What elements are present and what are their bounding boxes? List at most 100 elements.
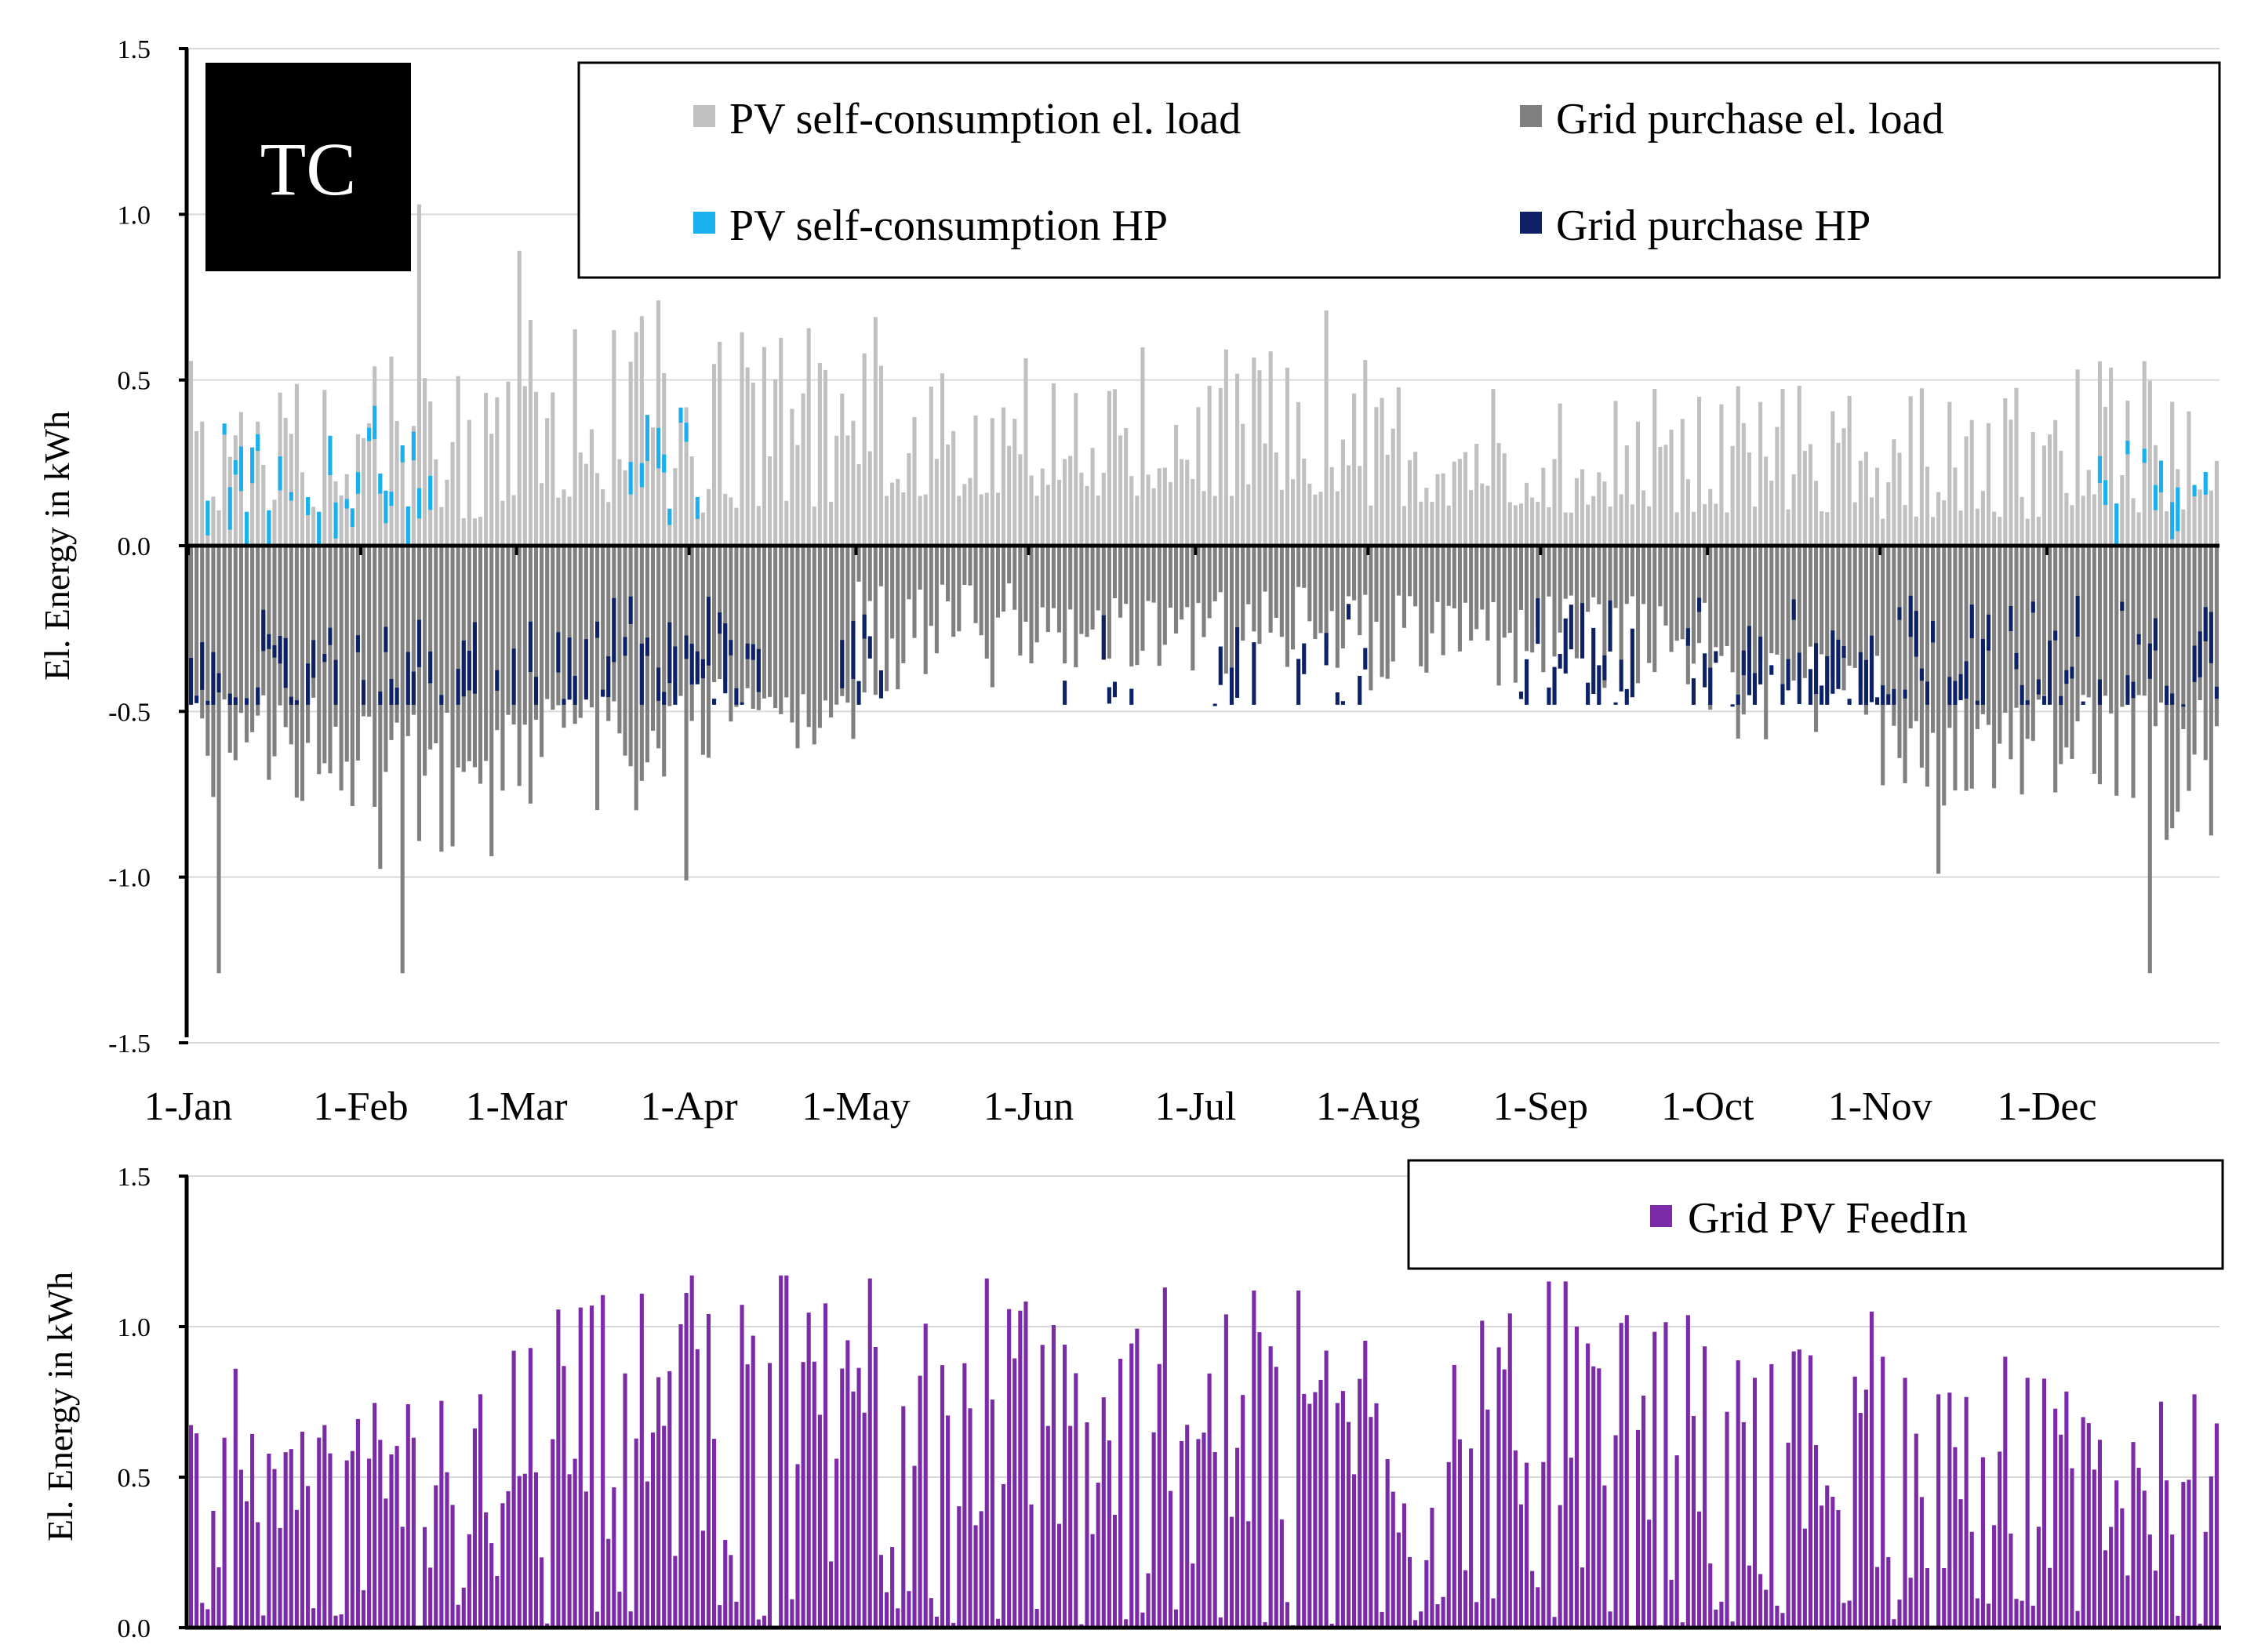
bar-grid-pv-feedin [762,1615,766,1628]
bar-pv-self-load [1463,452,1468,546]
bar-grid-hp [583,639,588,700]
bar-pv-self-load [940,373,945,546]
bar-grid-hp [2125,675,2130,705]
bar-grid-load [1457,546,1462,652]
bar-grid-pv-feedin [1574,1326,1579,1628]
bar-grid-load [907,546,911,600]
bar-pv-self-load [511,495,516,546]
bar-grid-pv-feedin [923,1323,928,1628]
bar-grid-load [1563,546,1568,599]
bar-pv-self-hp [2153,485,2158,510]
bar-grid-pv-feedin [639,1293,644,1628]
bar-grid-load [1223,546,1228,674]
bar-grid-hp [416,619,422,667]
bar-grid-pv-feedin [1252,1290,1256,1628]
bar-grid-load [1825,546,1830,692]
bar-pv-self-load [1191,478,1195,546]
bar-grid-load [723,546,728,681]
legend-swatch-pv-self-load [693,105,715,127]
bar-grid-pv-feedin [1340,1391,1345,1628]
bar-grid-load [1446,546,1451,606]
bar-pv-self-load [1641,490,1646,546]
bar-grid-pv-feedin [589,1305,594,1628]
bar-pv-self-load [1942,500,1947,546]
bar-pv-self-load [1547,506,1551,546]
bar-grid-pv-feedin [456,1604,460,1628]
bar-grid-load [1202,546,1206,637]
bar-grid-load [456,546,460,768]
bar-grid-load [506,546,511,715]
bar-grid-load [773,546,778,709]
bar-grid-load [578,546,583,718]
bar-pv-self-load [456,376,460,546]
bar-pv-self-load [612,330,616,546]
top-x-tick-label: 1-Nov [1828,1084,1932,1129]
top-x-tick-label: 1-Apr [641,1084,738,1129]
bar-grid-pv-feedin [1820,1505,1824,1628]
bar-pv-self-load [1168,481,1172,546]
bar-pv-self-load [394,420,399,546]
bar-grid-pv-feedin [867,1278,872,1628]
bar-grid-pv-feedin [1613,1435,1618,1628]
bar-grid-pv-feedin [1663,1322,1668,1628]
bar-grid-pv-feedin [1608,1611,1612,1628]
bar-grid-pv-feedin [1863,1389,1868,1628]
bar-grid-load [333,546,338,727]
bar-pv-self-load [1496,443,1501,546]
bottom-y-tick-label: 0.0 [118,1614,151,1643]
bar-grid-hp [1969,605,1974,638]
bar-pv-self-load [1257,370,1262,546]
bar-pv-self-load [1730,445,1735,546]
bar-grid-pv-feedin [1407,1556,1412,1628]
bar-pv-self-load [1786,509,1790,546]
bar-grid-pv-feedin [606,1538,611,1628]
bar-grid-hp [700,659,705,679]
bar-grid-hp [2165,685,2169,705]
bar-grid-pv-feedin [1001,1483,1006,1628]
bar-grid-load [795,546,800,749]
bar-grid-load [1663,546,1668,626]
bar-pv-self-load [1212,496,1217,546]
bar-pv-self-load [1518,503,1524,546]
bar-grid-pv-feedin [1986,1603,1991,1628]
bar-grid-pv-feedin [1764,1589,1769,1628]
bar-grid-pv-feedin [2097,1440,2102,1628]
bar-grid-pv-feedin [211,1510,216,1628]
bar-pv-self-load [1858,460,1863,546]
bar-pv-self-load [779,338,783,546]
bar-grid-pv-feedin [628,1611,633,1628]
bar-grid-pv-feedin [278,1527,282,1628]
bar-grid-hp [1875,697,1880,705]
bar-grid-pv-feedin [1474,1602,1479,1628]
bar-grid-pv-feedin [1135,1328,1140,1628]
bar-pv-self-load [806,328,811,546]
bar-grid-pv-feedin [623,1373,627,1628]
bar-pv-self-load [1185,459,1190,546]
bar-pv-self-load [423,378,427,546]
bar-pv-self-load [1424,488,1429,546]
bar-grid-load [1090,546,1095,630]
top-legend-box [577,61,2221,279]
bar-grid-load [829,546,834,718]
bar-grid-load [1502,546,1507,638]
bar-pv-self-hp [400,445,405,463]
bar-pv-self-load [1841,428,1846,546]
bar-pv-self-load [2170,401,2175,546]
bar-grid-hp [1107,687,1111,704]
bar-pv-self-load [1830,411,1835,546]
bar-grid-pv-feedin [1903,1378,1907,1628]
bar-grid-pv-feedin [645,1481,649,1628]
bar-pv-self-load [194,430,199,546]
bar-pv-self-load [740,332,744,546]
bar-pv-self-load [951,430,956,546]
bar-pv-self-load [718,341,722,546]
bar-grid-pv-feedin [1118,1358,1123,1628]
bar-pv-self-load [873,317,878,546]
bar-grid-pv-feedin [2053,1408,2058,1628]
bar-pv-self-load [1485,485,1490,546]
bar-grid-pv-feedin [1413,1620,1418,1628]
bar-grid-pv-feedin [1469,1448,1474,1628]
bar-pv-self-load [216,510,221,546]
bar-pv-self-load [1263,443,1267,546]
bar-grid-load [1180,546,1184,620]
